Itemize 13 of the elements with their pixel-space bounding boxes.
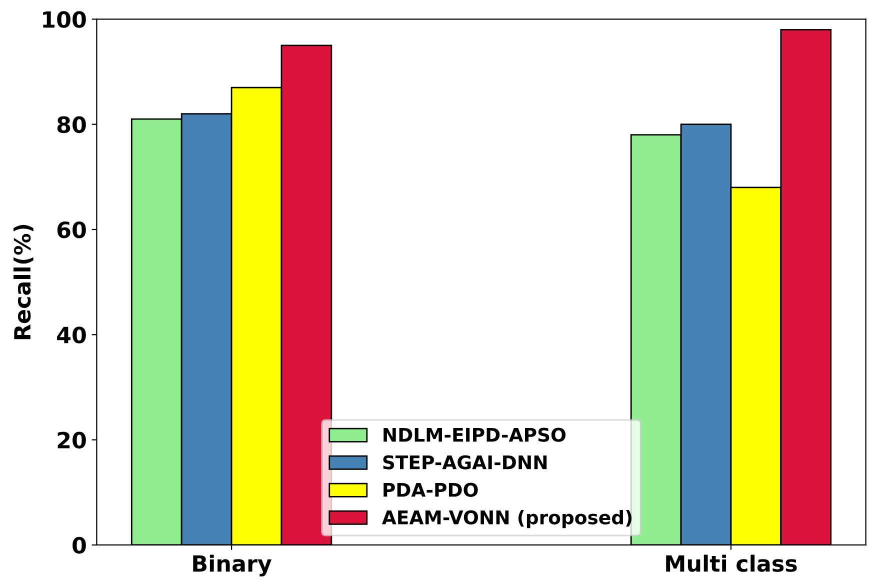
legend-label: AEAM-VONN (proposed) bbox=[382, 510, 632, 528]
y-tick-label: 0 bbox=[72, 536, 86, 554]
y-tick-label: 60 bbox=[57, 221, 86, 238]
y-tick-label: 20 bbox=[58, 432, 86, 449]
legend-label: STEP-AGAI-DNN bbox=[383, 455, 547, 470]
y-tick-label: 100 bbox=[43, 11, 86, 28]
y-tick-label: 80 bbox=[57, 116, 86, 134]
y-axis-title: Recall(%) bbox=[14, 224, 34, 340]
x-tick-label: Multi class bbox=[666, 554, 797, 572]
legend-label: PDA-PDO bbox=[384, 482, 478, 497]
x-tick-label: Binary bbox=[193, 554, 272, 576]
y-tick-label: 40 bbox=[57, 326, 86, 344]
legend-label: NDLM-EIPD-APSO bbox=[384, 428, 566, 442]
